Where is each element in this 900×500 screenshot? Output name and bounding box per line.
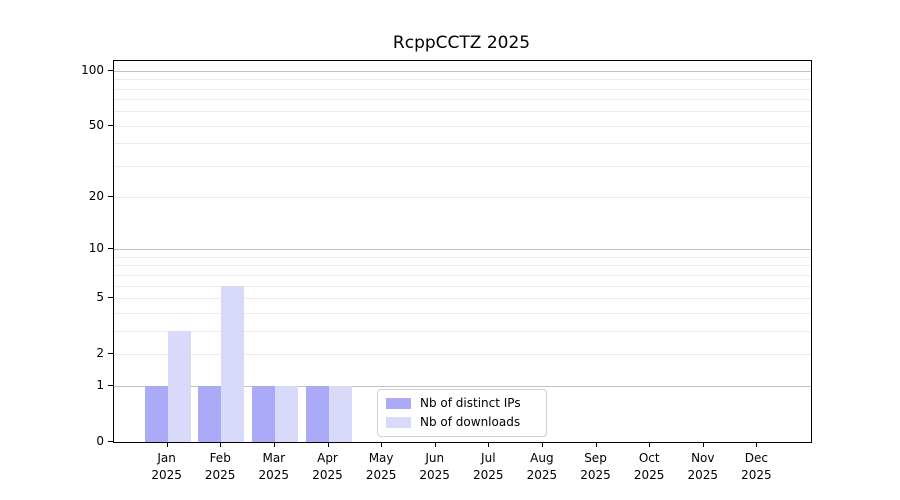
y-tick-label: 20 bbox=[88, 189, 104, 204]
legend-swatch-downloads bbox=[386, 417, 411, 428]
bar bbox=[251, 386, 275, 442]
bar bbox=[328, 386, 352, 442]
gridline-minor bbox=[114, 312, 811, 314]
y-tick-mark bbox=[108, 248, 113, 250]
legend-swatch-distinct-ips bbox=[386, 398, 411, 409]
x-tick-mark bbox=[220, 442, 222, 447]
bar bbox=[274, 386, 298, 442]
y-tick-mark bbox=[108, 385, 113, 387]
gridline-minor bbox=[114, 265, 811, 267]
x-tick-mark bbox=[595, 442, 597, 447]
legend-item-distinct-ips: Nb of distinct IPs bbox=[386, 396, 538, 411]
gridline-minor bbox=[114, 330, 811, 332]
x-tick-mark bbox=[273, 442, 275, 447]
x-tick-label: Nov 2025 bbox=[687, 451, 719, 482]
gridline-minor bbox=[114, 285, 811, 287]
bar bbox=[221, 285, 245, 442]
x-tick-label: Jun 2025 bbox=[419, 451, 450, 482]
gridline-minor bbox=[114, 99, 811, 101]
gridline-minor bbox=[114, 297, 811, 299]
gridline-major bbox=[114, 70, 811, 72]
y-tick-mark bbox=[108, 69, 113, 71]
x-tick-mark bbox=[166, 442, 168, 447]
y-tick-label: 50 bbox=[88, 117, 104, 132]
x-tick-label: Jan 2025 bbox=[151, 451, 182, 482]
y-tick-label: 1 bbox=[96, 378, 104, 393]
gridline-major bbox=[114, 249, 811, 251]
gridline-major bbox=[114, 386, 811, 388]
gridline-minor bbox=[114, 143, 811, 145]
gridline-minor bbox=[114, 88, 811, 90]
bar bbox=[167, 330, 191, 442]
gridline-minor bbox=[114, 79, 811, 81]
plot-area bbox=[113, 60, 812, 443]
y-tick-label: 2 bbox=[96, 345, 104, 360]
y-tick-label: 5 bbox=[96, 289, 104, 304]
chart-title: RcppCCTZ 2025 bbox=[392, 33, 531, 53]
legend-item-downloads: Nb of downloads bbox=[386, 415, 538, 430]
legend-label-distinct-ips: Nb of distinct IPs bbox=[420, 396, 521, 410]
gridline-minor bbox=[114, 197, 811, 199]
gridline-minor bbox=[114, 111, 811, 113]
y-tick-mark bbox=[108, 196, 113, 198]
bar bbox=[305, 386, 329, 442]
x-tick-label: Dec 2025 bbox=[741, 451, 772, 482]
legend: Nb of distinct IPs Nb of downloads bbox=[377, 389, 547, 437]
x-tick-mark bbox=[541, 442, 543, 447]
y-tick-label: 0 bbox=[96, 434, 104, 448]
x-tick-mark bbox=[649, 442, 651, 447]
y-tick-label: 100 bbox=[81, 62, 104, 77]
x-tick-label: Feb 2025 bbox=[204, 451, 236, 482]
x-tick-label: Aug 2025 bbox=[526, 451, 558, 482]
x-tick-mark bbox=[756, 442, 758, 447]
bar bbox=[144, 386, 168, 442]
x-tick-label: Oct 2025 bbox=[633, 451, 665, 482]
gridline-minor bbox=[114, 274, 811, 276]
gridline-minor bbox=[114, 165, 811, 167]
y-tick-mark bbox=[108, 124, 113, 126]
gridline-minor bbox=[114, 256, 811, 258]
gridline-minor bbox=[114, 125, 811, 127]
x-tick-mark bbox=[488, 442, 490, 447]
y-tick-mark bbox=[108, 441, 113, 442]
y-tick-label: 10 bbox=[88, 241, 104, 256]
x-tick-mark bbox=[434, 442, 436, 447]
bar bbox=[198, 386, 222, 442]
y-tick-mark bbox=[108, 352, 113, 354]
x-tick-label: Jul 2025 bbox=[473, 451, 504, 482]
x-tick-label: Sep 2025 bbox=[580, 451, 611, 482]
legend-label-downloads: Nb of downloads bbox=[420, 415, 521, 429]
x-tick-mark bbox=[381, 442, 383, 447]
gridline-minor bbox=[114, 353, 811, 355]
x-tick-label: Apr 2025 bbox=[312, 451, 343, 482]
x-tick-mark bbox=[327, 442, 329, 447]
x-tick-mark bbox=[702, 442, 704, 447]
x-tick-label: May 2025 bbox=[365, 451, 397, 482]
y-tick-mark bbox=[108, 296, 113, 298]
x-tick-label: Mar 2025 bbox=[258, 451, 290, 482]
